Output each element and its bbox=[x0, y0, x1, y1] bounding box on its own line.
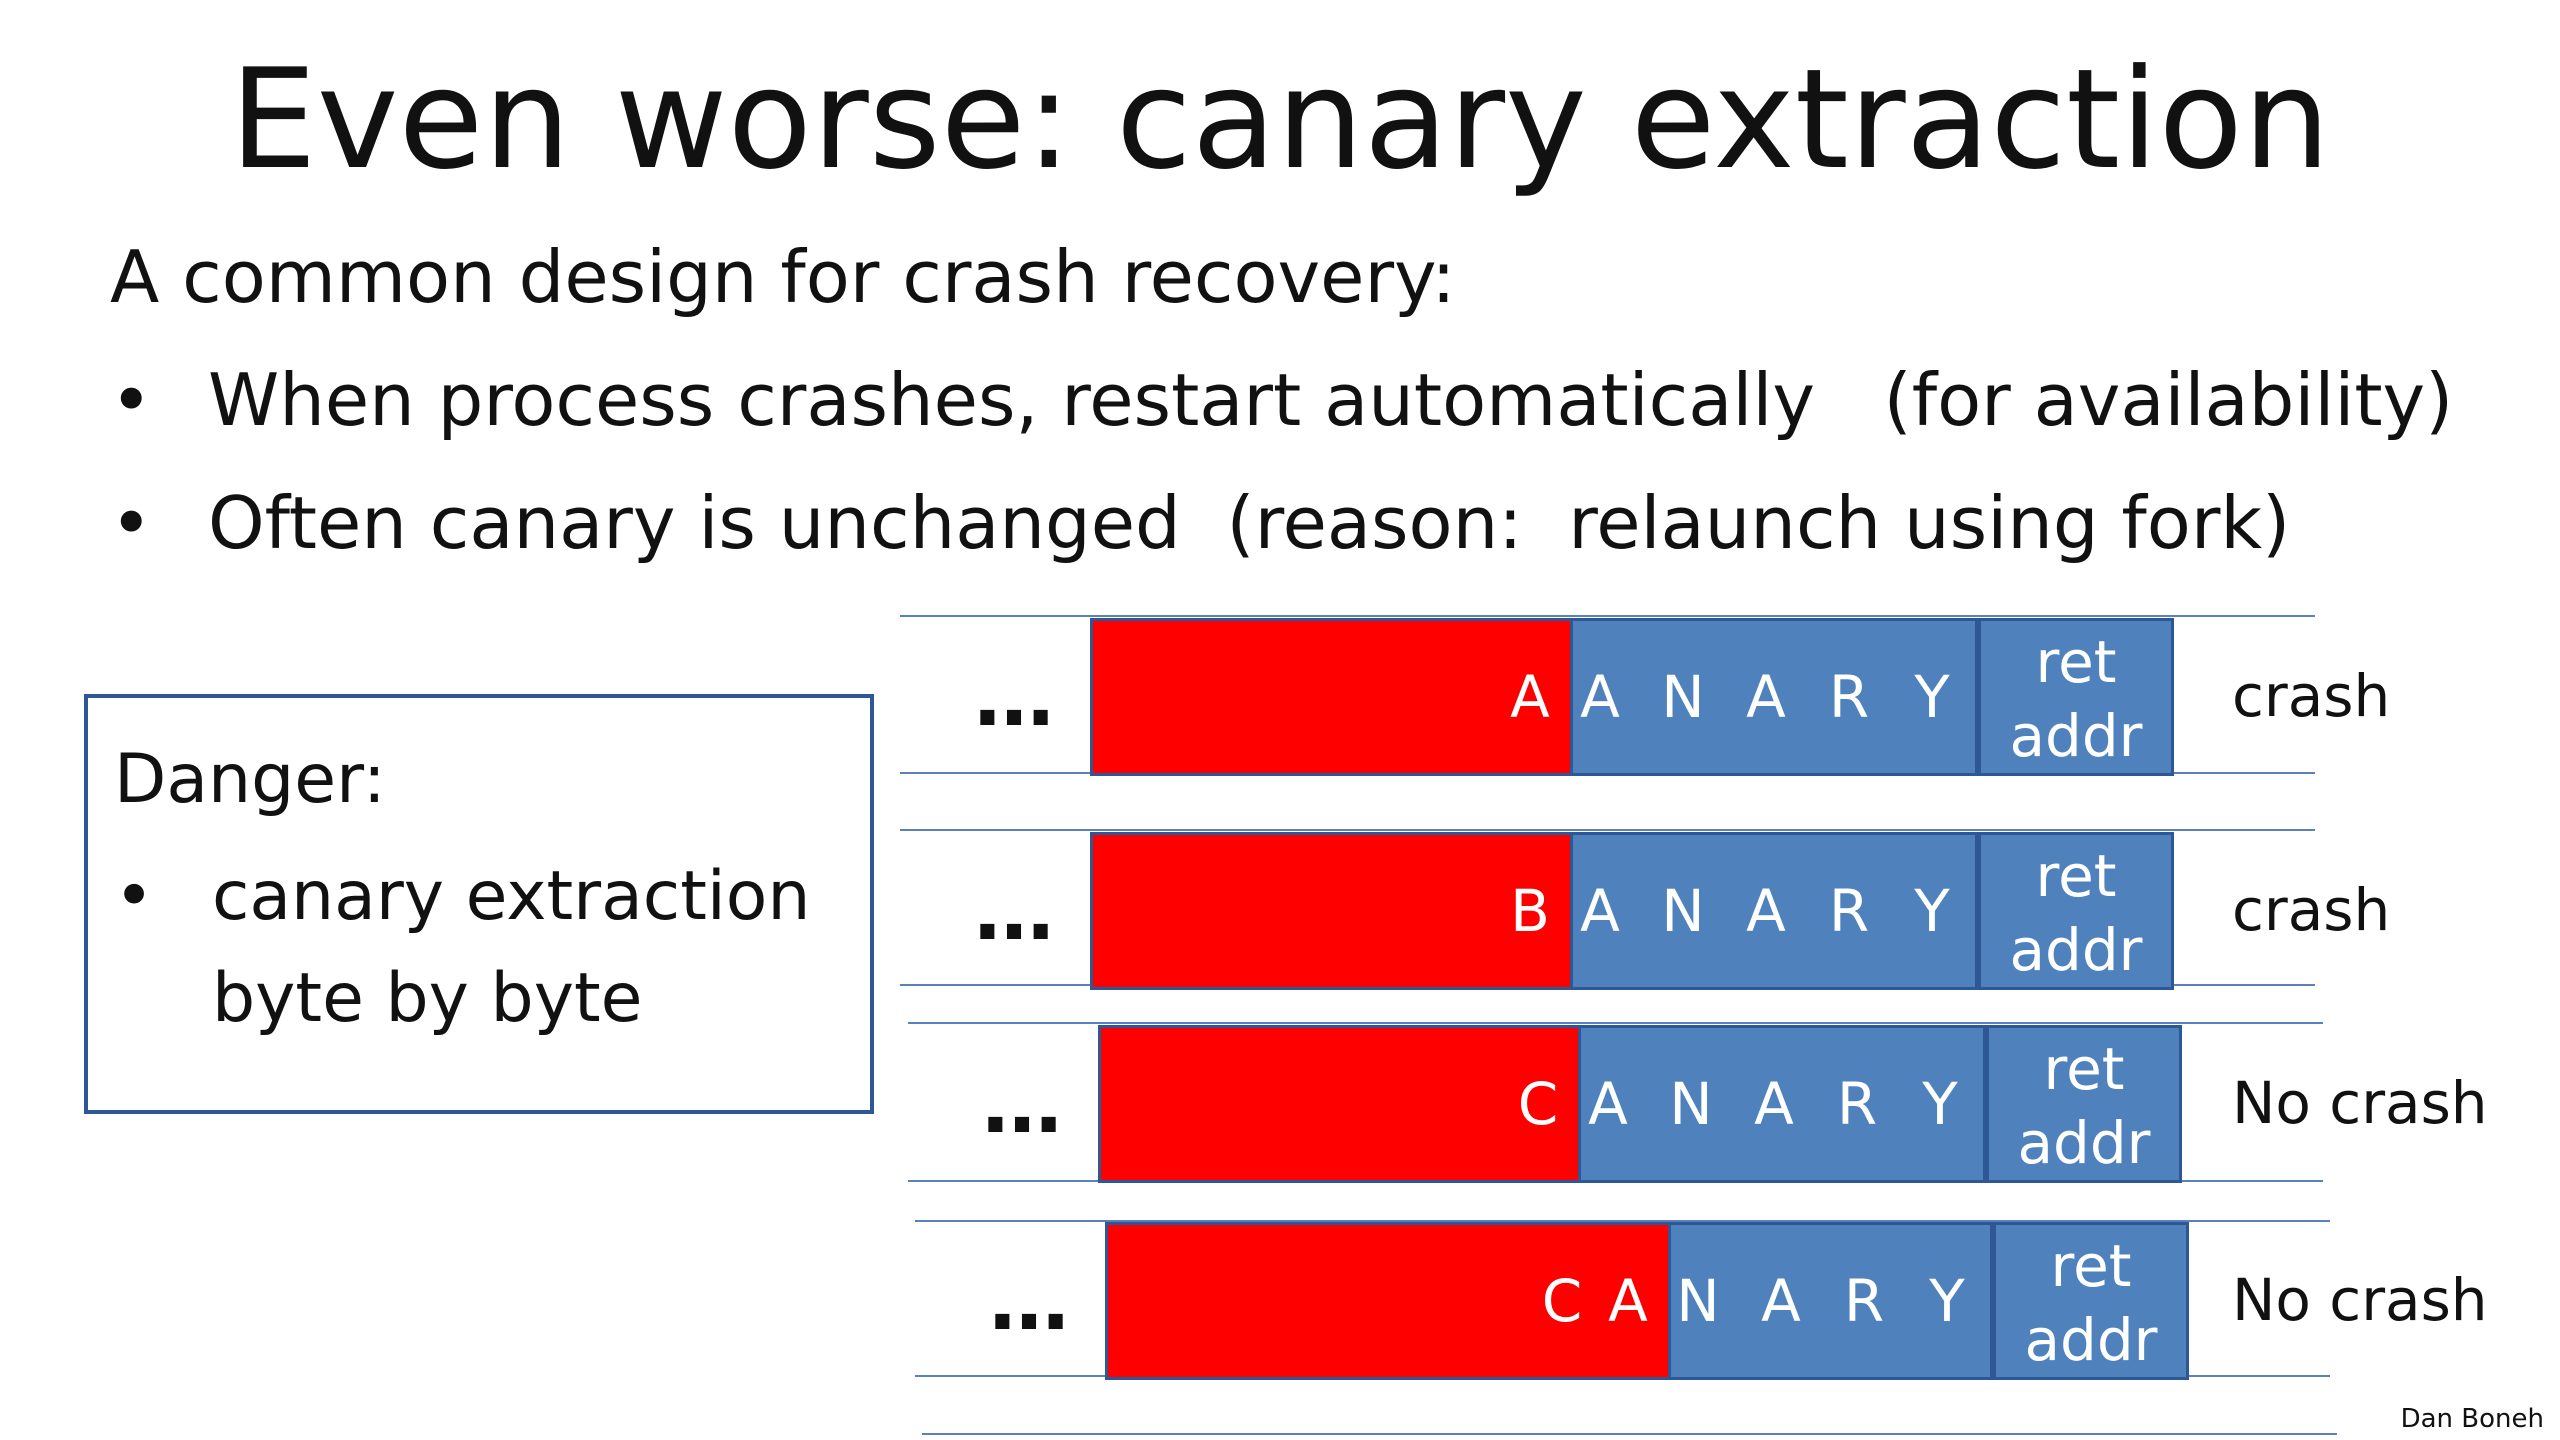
overflow-region bbox=[1090, 618, 1570, 776]
canary-region bbox=[1668, 1222, 1993, 1380]
canary-region bbox=[1570, 618, 1978, 776]
bullet-dot: • bbox=[110, 358, 153, 442]
canary-byte: A bbox=[1761, 1267, 1801, 1335]
stack-line bbox=[900, 829, 2315, 831]
canary-byte: A bbox=[1754, 1070, 1794, 1138]
canary-byte: R bbox=[1828, 663, 1870, 731]
canary-region bbox=[1578, 1025, 1986, 1183]
ret-addr-cell: ret addr bbox=[1986, 1025, 2182, 1183]
stack-row: … ret addr C A N A R Y No crash bbox=[989, 1222, 2488, 1380]
stack-line bbox=[915, 1220, 2330, 1222]
intro-text: A common design for crash recovery: bbox=[110, 235, 1456, 319]
bullet-dot: • bbox=[110, 481, 153, 565]
bullet-text: When process crashes, restart automatica… bbox=[208, 358, 2454, 442]
canary-byte: R bbox=[1836, 1070, 1878, 1138]
canary-byte: Y bbox=[1914, 663, 1950, 731]
bullet-dot: • bbox=[114, 857, 155, 936]
slide-title: Even worse: canary extraction bbox=[229, 39, 2331, 200]
danger-bullet-text: canary extraction byte by byte bbox=[212, 857, 811, 1038]
canary-byte: A bbox=[1580, 877, 1620, 945]
bullet-text: Often canary is unchanged (reason: relau… bbox=[208, 481, 2291, 565]
row-status: crash bbox=[2232, 876, 2391, 944]
overflow-region bbox=[1105, 1222, 1668, 1380]
ret-addr-cell: ret addr bbox=[1978, 618, 2174, 776]
ellipsis: … bbox=[982, 1058, 1066, 1151]
canary-byte: N bbox=[1676, 1267, 1720, 1335]
ellipsis: … bbox=[989, 1255, 1073, 1348]
stack-line bbox=[922, 1433, 2337, 1435]
ellipsis: … bbox=[974, 865, 1058, 958]
stack-line bbox=[900, 615, 2315, 617]
overflow-region bbox=[1098, 1025, 1578, 1183]
overwritten-byte: C bbox=[1517, 1070, 1559, 1138]
canary-byte: Y bbox=[1922, 1070, 1958, 1138]
stack-line bbox=[908, 1022, 2323, 1024]
overwritten-byte: B bbox=[1510, 877, 1550, 945]
ellipsis: … bbox=[974, 651, 1058, 744]
canary-byte: A bbox=[1746, 663, 1786, 731]
overwritten-byte: C bbox=[1541, 1267, 1583, 1335]
canary-region bbox=[1570, 832, 1978, 990]
canary-byte: A bbox=[1746, 877, 1786, 945]
canary-byte: R bbox=[1843, 1267, 1885, 1335]
ret-addr-cell: ret addr bbox=[1978, 832, 2174, 990]
canary-byte: Y bbox=[1929, 1267, 1965, 1335]
overflow-region bbox=[1090, 832, 1570, 990]
canary-byte: N bbox=[1661, 663, 1705, 731]
canary-byte: A bbox=[1580, 663, 1620, 731]
canary-byte: N bbox=[1661, 877, 1705, 945]
danger-box: Danger: • canary extraction byte by byte bbox=[84, 694, 874, 1114]
row-status: crash bbox=[2232, 662, 2391, 730]
overwritten-byte: A bbox=[1608, 1267, 1648, 1335]
canary-byte: R bbox=[1828, 877, 1870, 945]
row-status: No crash bbox=[2232, 1069, 2488, 1137]
stack-row: … ret addr C A N A R Y No crash bbox=[982, 1025, 2488, 1183]
author-credit: Dan Boneh bbox=[2400, 1404, 2544, 1434]
canary-byte: N bbox=[1669, 1070, 1713, 1138]
canary-byte: A bbox=[1588, 1070, 1628, 1138]
canary-byte: Y bbox=[1914, 877, 1950, 945]
row-status: No crash bbox=[2232, 1266, 2488, 1334]
overwritten-byte: A bbox=[1510, 663, 1550, 731]
danger-title: Danger: bbox=[114, 740, 386, 819]
ret-addr-cell: ret addr bbox=[1993, 1222, 2189, 1380]
